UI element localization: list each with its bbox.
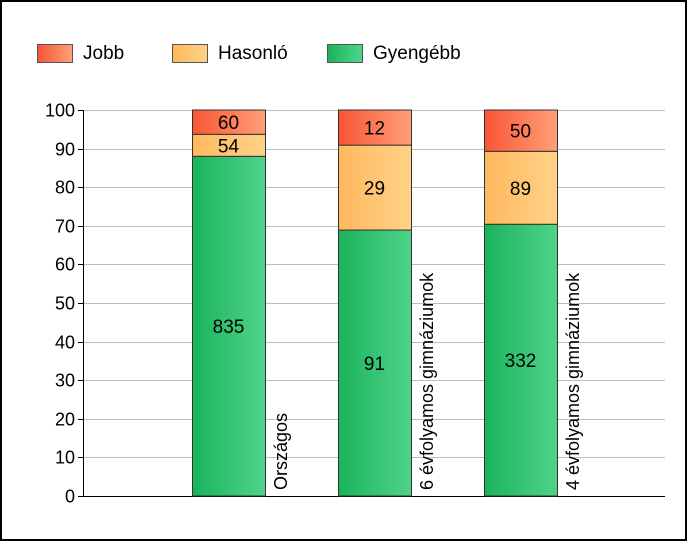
y-tick-label: 10 <box>55 448 75 468</box>
y-tick-label: 60 <box>55 255 75 275</box>
bar-segment <box>338 229 412 497</box>
data-label: 29 <box>364 179 385 200</box>
y-tick-label: 20 <box>55 410 75 430</box>
data-label: 60 <box>218 113 239 134</box>
data-label: 91 <box>364 354 385 375</box>
bar-segment <box>338 109 412 146</box>
legend-label-hasonlo: Hasonló <box>218 43 288 64</box>
y-tick-label: 70 <box>55 217 75 237</box>
y-tick-label: 80 <box>55 178 75 198</box>
bar-segment <box>484 109 558 152</box>
category-label: 6 évfolyamos gimnáziumok <box>417 272 437 490</box>
y-tick-label: 90 <box>55 140 75 160</box>
data-label: 12 <box>364 119 385 140</box>
data-label: 54 <box>218 136 240 157</box>
legend-swatch-hasonlo <box>172 44 208 63</box>
category-label: Országos <box>271 413 291 490</box>
legend-swatch-gyengebb <box>327 44 363 63</box>
y-tick-label: 0 <box>65 487 75 507</box>
data-label: 50 <box>510 122 531 143</box>
data-label: 89 <box>510 179 531 200</box>
data-label: 332 <box>505 351 537 372</box>
bar-segment <box>484 150 558 225</box>
bar-segment <box>192 155 266 497</box>
legend-swatch-jobb <box>37 44 73 63</box>
bar-segment <box>338 144 412 231</box>
y-tick-label: 50 <box>55 294 75 314</box>
data-label: 835 <box>213 317 245 338</box>
y-tick-label: 30 <box>55 371 75 391</box>
legend-label-gyengebb: Gyengébb <box>373 43 461 64</box>
y-tick-label: 40 <box>55 333 75 353</box>
y-tick-label: 100 <box>45 101 75 121</box>
bar-segment <box>484 223 558 497</box>
bar-segment <box>192 109 266 135</box>
category-label: 4 évfolyamos gimnáziumok <box>563 272 583 490</box>
legend-label-jobb: Jobb <box>83 43 125 64</box>
